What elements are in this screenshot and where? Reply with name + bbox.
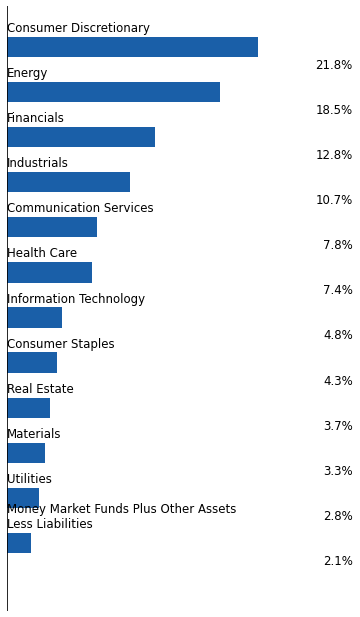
Text: 21.8%: 21.8%	[316, 59, 353, 72]
Text: Real Estate: Real Estate	[7, 383, 74, 396]
Text: 4.3%: 4.3%	[323, 375, 353, 387]
Text: 7.4%: 7.4%	[323, 284, 353, 297]
Bar	[7, 262, 93, 283]
Text: Health Care: Health Care	[7, 247, 77, 260]
Bar	[7, 36, 258, 57]
Bar	[7, 82, 220, 102]
Text: 3.3%: 3.3%	[323, 465, 353, 478]
Text: Communication Services: Communication Services	[7, 202, 154, 215]
Text: Information Technology: Information Technology	[7, 292, 145, 305]
Text: Energy: Energy	[7, 67, 49, 80]
Text: Consumer Discretionary: Consumer Discretionary	[7, 22, 150, 35]
Bar	[7, 307, 63, 328]
Text: 2.1%: 2.1%	[323, 555, 353, 568]
Text: 2.8%: 2.8%	[323, 510, 353, 523]
Bar	[7, 217, 97, 238]
Text: Financials: Financials	[7, 112, 65, 125]
Bar	[7, 443, 45, 463]
Bar	[7, 127, 155, 147]
Text: 12.8%: 12.8%	[316, 149, 353, 162]
Text: 7.8%: 7.8%	[323, 239, 353, 252]
Bar	[7, 397, 50, 418]
Text: Materials: Materials	[7, 428, 62, 441]
Text: 10.7%: 10.7%	[316, 194, 353, 207]
Text: Money Market Funds Plus Other Assets
Less Liabilities: Money Market Funds Plus Other Assets Les…	[7, 503, 237, 531]
Bar	[7, 488, 40, 508]
Bar	[7, 533, 31, 553]
Text: 18.5%: 18.5%	[316, 104, 353, 117]
Text: Utilities: Utilities	[7, 473, 52, 486]
Text: Industrials: Industrials	[7, 157, 69, 170]
Bar	[7, 172, 130, 193]
Text: 4.8%: 4.8%	[323, 329, 353, 342]
Text: Consumer Staples: Consumer Staples	[7, 337, 115, 350]
Bar	[7, 352, 57, 373]
Text: 3.7%: 3.7%	[323, 420, 353, 433]
